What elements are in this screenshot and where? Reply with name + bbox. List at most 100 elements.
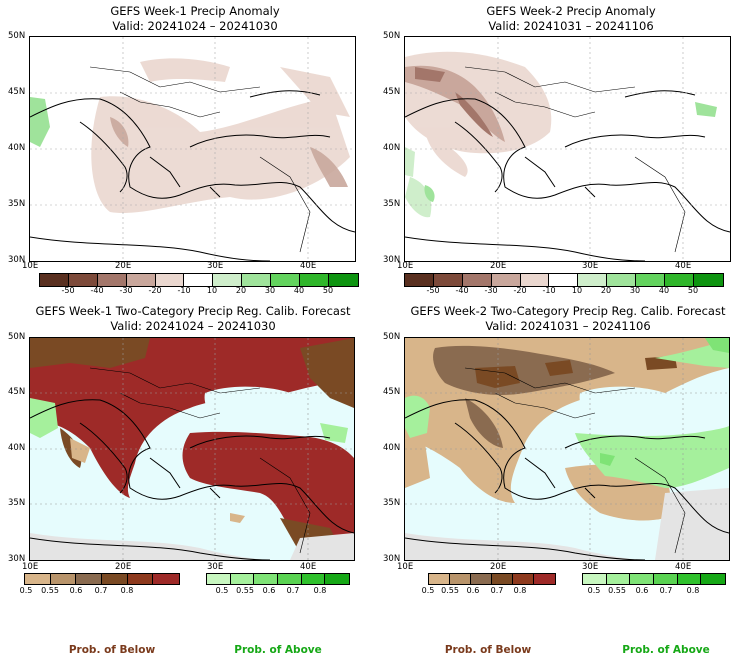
colorbar-label: 0.7 (659, 586, 673, 595)
dry-anomaly-strong (415, 67, 493, 137)
colorbar-label: 0.7 (286, 586, 300, 595)
lon-tick: 40E (675, 261, 692, 271)
lat-tick: 45N (383, 87, 401, 97)
black-sea (204, 386, 310, 431)
below-prob-strong (30, 338, 354, 549)
dry-anomaly-shading (91, 58, 351, 214)
probability-field (30, 338, 354, 560)
wet-anomaly-core (424, 102, 717, 202)
below-probability-colorbar (24, 573, 180, 585)
colorbar-label: 10 (571, 286, 583, 295)
lat-tick: 35N (8, 498, 26, 508)
panel-title: GEFS Week-1 Two-Category Precip Reg. Cal… (35, 304, 351, 318)
panel-valid-dates: Valid: 20241031 – 20241106 (488, 19, 654, 33)
probability-field (405, 338, 729, 560)
lon-tick: 30E (582, 261, 599, 271)
colorbar-label: 0.8 (686, 586, 700, 595)
colorbar-label: 0.7 (490, 586, 504, 595)
colorbar-label: 0.55 (441, 586, 459, 595)
colorbar-label: 0.6 (466, 586, 480, 595)
colorbar-label: 0.5 (215, 586, 229, 595)
lon-tick: 10E (397, 261, 414, 271)
lat-tick: 45N (8, 387, 26, 397)
panel-week2-anomaly: GEFS Week-2 Precip Anomaly Valid: 202410… (376, 0, 752, 295)
colorbar-label: -10 (177, 286, 191, 295)
colorbar-label: 0.5 (421, 586, 435, 595)
lon-tick: 10E (397, 562, 414, 572)
colorbar-label: -50 (426, 286, 440, 295)
lat-tick: 35N (8, 199, 26, 209)
colorbar-label: -20 (148, 286, 162, 295)
colorbar-label: 0.6 (635, 586, 649, 595)
colorbar-label: -40 (455, 286, 469, 295)
below-probability-colorbar (428, 573, 556, 585)
panel-valid-dates: Valid: 20241024 – 20241030 (110, 319, 276, 333)
lat-tick: 40N (383, 443, 401, 453)
borders (89, 66, 311, 253)
colorbar-label: 0.55 (236, 586, 254, 595)
colorbar-label: 40 (658, 286, 670, 295)
coastlines (405, 399, 729, 560)
lat-tick: 30N (8, 554, 26, 564)
lat-tick: 50N (383, 31, 401, 41)
panel-week1-two-category: GEFS Week-1 Two-Category Precip Reg. Cal… (0, 300, 376, 662)
lat-tick: 30N (8, 255, 26, 265)
lon-tick: 40E (300, 562, 317, 572)
borders (464, 66, 686, 253)
colorbar-label: 40 (293, 286, 305, 295)
dry-anomaly-core (405, 65, 505, 142)
probability-map (404, 337, 730, 561)
colorbar-label: 0.55 (608, 586, 626, 595)
colorbar-label: -40 (90, 286, 104, 295)
colorbar-label: 0.8 (513, 586, 527, 595)
anomaly-map (29, 36, 356, 262)
gridlines (405, 37, 730, 261)
lon-tick: 20E (115, 261, 132, 271)
colorbar-label: 0.7 (94, 586, 108, 595)
prob-above-label: Prob. of Above (622, 644, 710, 656)
lon-tick: 40E (675, 562, 692, 572)
lat-tick: 45N (383, 387, 401, 397)
dry-anomaly-core (110, 117, 348, 187)
panel-title: GEFS Week-1 Precip Anomaly (110, 4, 280, 18)
lon-tick: 20E (115, 562, 132, 572)
lon-tick: 30E (207, 261, 224, 271)
colorbar-label: 20 (600, 286, 612, 295)
gridlines (30, 338, 354, 560)
lat-tick: 30N (383, 255, 401, 265)
lon-tick: 20E (490, 562, 507, 572)
lat-tick: 50N (8, 31, 26, 41)
above-prob-medium (600, 338, 729, 466)
colorbar-label: 50 (687, 286, 699, 295)
panel-valid-dates: Valid: 20241031 – 20241106 (485, 319, 651, 333)
lat-tick: 40N (383, 143, 401, 153)
below-prob-light (70, 438, 245, 523)
colorbar-label: -50 (61, 286, 75, 295)
gridlines (30, 37, 355, 261)
coastlines (405, 90, 730, 261)
colorbar-label: 30 (629, 286, 641, 295)
colorbar-label: 0.8 (313, 586, 327, 595)
colorbar-label: 50 (322, 286, 334, 295)
colorbar-label: -30 (484, 286, 498, 295)
prob-below-label: Prob. of Below (444, 644, 532, 656)
above-probability-colorbar (206, 573, 350, 585)
probability-map (29, 337, 355, 561)
colorbar-label: 0.6 (69, 586, 83, 595)
anomaly-field (30, 37, 355, 261)
anomaly-field (405, 37, 730, 261)
colorbar-label: 10 (206, 286, 218, 295)
lat-tick: 50N (8, 332, 26, 342)
lon-tick: 10E (22, 261, 39, 271)
colorbar-label: -20 (513, 286, 527, 295)
anomaly-colorbar (39, 273, 359, 287)
no-data-shading (405, 488, 729, 560)
panel-title: GEFS Week-2 Two-Category Precip Reg. Cal… (410, 304, 726, 318)
lat-tick: 30N (383, 554, 401, 564)
colorbar-label: 0.6 (262, 586, 276, 595)
below-prob-strong (475, 356, 677, 388)
colorbar-label: -10 (542, 286, 556, 295)
colorbar-label: 30 (264, 286, 276, 295)
colorbar-label: 0.55 (41, 586, 59, 595)
above-probability-colorbar (582, 573, 726, 585)
